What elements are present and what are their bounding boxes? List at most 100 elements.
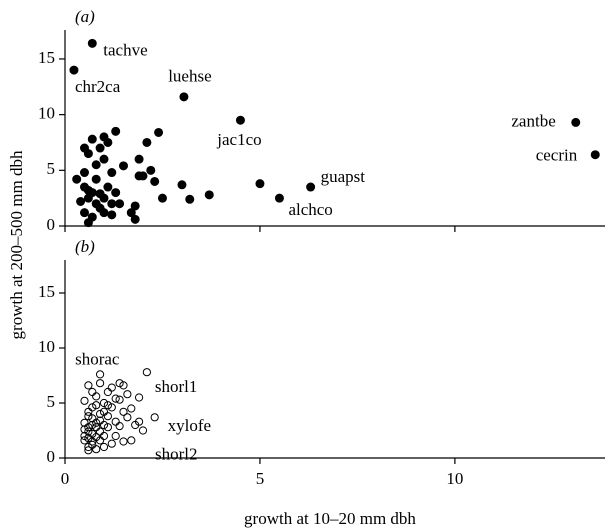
point — [69, 65, 79, 75]
point — [107, 403, 116, 412]
point — [91, 174, 101, 184]
point — [99, 420, 109, 430]
point — [154, 127, 164, 137]
point — [95, 379, 105, 388]
point — [204, 190, 214, 200]
point-label: guapst — [321, 167, 366, 186]
point — [92, 418, 101, 427]
point — [95, 427, 105, 436]
point — [84, 381, 93, 390]
point — [79, 208, 89, 218]
point — [115, 379, 124, 388]
point — [130, 201, 140, 211]
point-label: shorl2 — [155, 444, 198, 463]
point — [107, 199, 117, 209]
point — [255, 179, 265, 189]
point — [111, 394, 120, 403]
point — [119, 407, 128, 416]
y-tick-label: 5 — [47, 159, 56, 178]
y-tick-label: 5 — [47, 392, 56, 411]
point — [177, 180, 187, 190]
point — [84, 427, 93, 436]
point — [107, 168, 117, 178]
point — [80, 436, 89, 445]
point — [95, 370, 105, 379]
point — [107, 439, 116, 448]
point-label: shorac — [75, 349, 120, 368]
x-axis-label: growth at 10–20 mm dbh — [244, 509, 416, 528]
point — [142, 368, 151, 377]
point — [99, 398, 109, 408]
point-label: tachve — [103, 40, 147, 59]
point — [138, 171, 148, 181]
point — [99, 208, 109, 218]
point — [103, 182, 113, 192]
point — [111, 431, 120, 441]
point-label: cecrin — [536, 146, 578, 165]
point — [92, 433, 101, 442]
point — [76, 197, 86, 206]
point — [107, 210, 117, 220]
point — [95, 143, 105, 153]
point — [127, 436, 136, 445]
point — [111, 126, 121, 136]
point — [103, 423, 112, 432]
x-tick-label: 0 — [61, 469, 70, 488]
point — [123, 413, 132, 422]
point-label: luehse — [168, 67, 211, 86]
point — [88, 420, 97, 430]
point — [80, 425, 89, 434]
point — [87, 212, 97, 222]
point — [99, 193, 109, 203]
point — [123, 390, 132, 399]
point — [92, 445, 101, 454]
point — [127, 404, 136, 413]
point — [79, 182, 89, 192]
point — [274, 193, 284, 203]
point — [134, 393, 144, 402]
point — [103, 401, 112, 410]
point-label: zantbe — [511, 111, 555, 130]
point — [99, 442, 109, 452]
point — [119, 437, 128, 446]
point — [179, 92, 189, 102]
point — [83, 149, 93, 159]
x-tick-label: 10 — [446, 469, 463, 488]
point — [130, 214, 140, 224]
point — [134, 154, 144, 164]
point — [306, 182, 316, 192]
point — [119, 381, 128, 390]
point — [111, 188, 121, 198]
point — [126, 208, 136, 218]
point — [84, 442, 93, 452]
point — [84, 434, 93, 443]
point — [590, 150, 600, 160]
panel-label: (b) — [75, 237, 95, 256]
point — [103, 137, 113, 147]
panel-label: (a) — [75, 7, 95, 26]
point — [84, 423, 93, 432]
point — [87, 134, 97, 144]
point — [84, 412, 93, 421]
point — [99, 154, 109, 164]
point — [92, 392, 101, 401]
y-tick-label: 0 — [47, 447, 56, 466]
point — [571, 117, 581, 127]
point — [95, 409, 105, 419]
point — [87, 38, 97, 48]
point-label: xylofe — [168, 416, 211, 435]
point — [115, 395, 124, 404]
point — [150, 413, 159, 422]
point — [235, 115, 245, 125]
point — [91, 160, 101, 170]
point — [92, 401, 101, 410]
point — [185, 194, 195, 204]
point — [107, 383, 116, 392]
x-tick-label: 5 — [256, 469, 265, 488]
y-tick-label: 0 — [47, 215, 56, 234]
point — [115, 199, 125, 209]
y-axis-label: growth at 200–500 mm dbh — [7, 150, 26, 339]
point — [115, 422, 124, 431]
